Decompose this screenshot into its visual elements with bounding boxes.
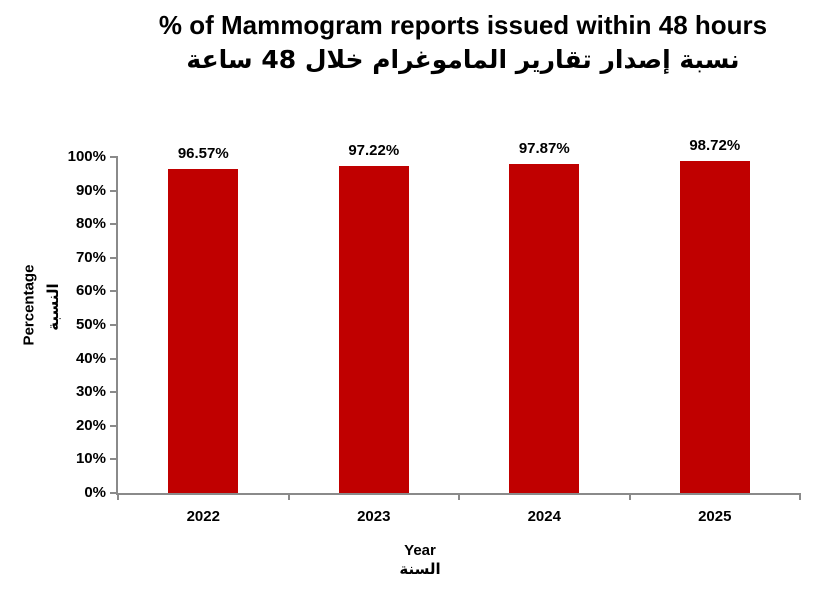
y-axis-tick [110, 424, 118, 427]
y-axis-tick-label: 20% [75, 416, 106, 434]
bar-value-label: 98.72% [689, 137, 741, 155]
y-axis-tick [110, 391, 118, 394]
x-axis-category-label: 2025 [698, 508, 732, 525]
bar-2023 [338, 166, 409, 493]
y-axis-tick-label: 70% [75, 248, 106, 266]
chart-subtitle-arabic: نسبة إصدار تقارير الماموغرام خلال 48 ساع… [186, 45, 740, 74]
bar-2022 [168, 168, 239, 493]
chart-title: % of Mammogram reports issued within 48 … [158, 10, 768, 40]
y-axis-tick [110, 156, 118, 158]
y-axis-tick-label: 50% [75, 316, 106, 333]
y-axis-tick-label: 80% [75, 215, 106, 233]
bar-value-label: 97.87% [518, 140, 570, 158]
x-axis-tick [458, 493, 460, 500]
x-axis-category-label: 2022 [186, 508, 220, 525]
x-axis-tick [628, 493, 631, 500]
bar-2024 [509, 164, 580, 493]
y-axis-tick [110, 290, 118, 293]
y-axis-tick-label: 100% [67, 148, 106, 165]
chart-title-block: % of Mammogram reports issued within 48 … [118, 8, 808, 78]
x-axis-tick [287, 493, 290, 500]
x-axis-title: Year [404, 542, 436, 559]
y-axis-tick-label: 60% [75, 282, 106, 300]
y-axis-tick [110, 223, 118, 226]
y-axis-tick [110, 492, 118, 494]
x-axis-title-arabic: السنة [399, 560, 441, 578]
y-axis-tick [110, 458, 118, 461]
bar-2025 [679, 161, 750, 493]
y-axis-tick [110, 357, 118, 360]
y-axis-tick-label: 40% [75, 349, 106, 367]
y-axis-tick [110, 324, 118, 326]
y-axis-tick-label: 90% [75, 181, 106, 199]
x-axis-title-block: Year السنة [0, 541, 825, 579]
bar-value-label: 97.22% [348, 142, 400, 160]
x-axis-category-label: 2023 [357, 508, 391, 525]
x-axis-tick [799, 493, 801, 500]
y-axis-tick-label: 0% [84, 484, 106, 501]
y-axis-tick [110, 189, 118, 192]
bar-value-label: 96.57% [177, 144, 229, 162]
y-axis-tick-label: 30% [75, 383, 106, 401]
x-axis-tick [117, 493, 119, 500]
y-axis-tick-label: 10% [75, 450, 106, 468]
x-axis-category-label: 2024 [527, 508, 561, 525]
y-axis-tick [110, 256, 118, 259]
